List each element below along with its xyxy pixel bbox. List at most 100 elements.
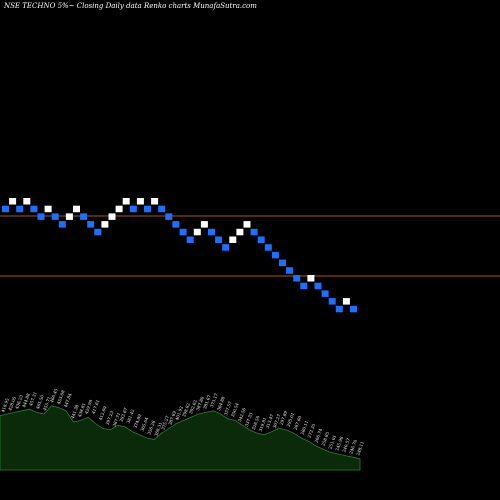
down-brick [179, 228, 187, 236]
brick-price-label: 295.01 [286, 412, 296, 428]
brick-price-label: 373.17 [209, 392, 219, 408]
down-brick [80, 213, 88, 220]
brick-price-label: 457.31 [28, 391, 38, 407]
brick-price-labels: 418.95428.05436.23444.88457.31465.50455.… [0, 388, 365, 457]
brick-price-label: 342.56 [237, 407, 247, 423]
down-brick [300, 282, 308, 290]
down-brick [250, 228, 258, 236]
brick-price-label: 337.33 [244, 412, 254, 428]
down-brick [186, 236, 194, 243]
up-brick [122, 198, 130, 205]
down-brick [37, 213, 45, 220]
down-brick [58, 221, 66, 228]
brick-price-label: 364.88 [216, 396, 226, 412]
down-brick [314, 282, 322, 290]
brick-price-label: 273.35 [307, 423, 317, 439]
brick-price-label: 393.67 [119, 407, 129, 423]
down-brick [279, 259, 286, 267]
brick-price-label: 368.31 [153, 421, 163, 437]
brick-price-label: 453.08 [56, 389, 66, 405]
up-brick [151, 198, 159, 205]
up-brick [115, 205, 123, 213]
down-brick [264, 244, 272, 251]
brick-price-label: 307.27 [272, 413, 282, 429]
up-brick [193, 228, 201, 236]
up-brick [73, 205, 80, 213]
up-brick [236, 228, 244, 236]
brick-price-label: 251.01 [327, 434, 337, 450]
brick-price-label: 387.71 [112, 412, 122, 428]
chart-title: NSE TECHNO 5%~ Closing Daily data Renko … [4, 2, 257, 10]
volume-area [0, 405, 361, 471]
brick-price-label: 441.38 [70, 404, 80, 420]
down-brick [350, 305, 357, 313]
brick-price-label: 381.67 [202, 394, 212, 410]
down-brick [165, 213, 173, 220]
brick-price-label: 436.23 [14, 394, 24, 410]
down-brick [172, 221, 180, 228]
brick-price-label: 412.69 [98, 405, 108, 421]
brick-price-label: 350.54 [230, 402, 240, 418]
brick-price-label: 455.71 [42, 396, 52, 412]
brick-price-label: 248.11 [355, 440, 365, 456]
brick-price-label: 418.95 [0, 397, 10, 413]
renko-bricks [2, 198, 357, 313]
up-brick [23, 198, 31, 205]
down-brick [16, 205, 24, 213]
up-brick [108, 213, 116, 220]
down-brick [144, 205, 151, 213]
brick-price-label: 287.60 [293, 415, 303, 431]
brick-price-label: 375.27 [160, 415, 170, 431]
brick-price-label: 387.69 [167, 410, 177, 426]
brick-price-label: 240.57 [341, 437, 351, 453]
down-brick [94, 228, 102, 236]
up-brick [243, 221, 251, 228]
brick-price-label: 387.80 [195, 396, 205, 412]
brick-price-label: 447.84 [63, 392, 73, 408]
brick-price-label: 319.81 [258, 416, 268, 432]
brick-price-label: 280.11 [300, 420, 310, 436]
brick-price-label: 428.05 [7, 396, 17, 412]
brick-price-label: 246.70 [348, 439, 358, 455]
brick-price-label: 398.82 [181, 402, 191, 418]
up-brick [101, 221, 109, 228]
down-brick [293, 275, 301, 282]
volume-area-path [0, 405, 361, 471]
down-brick [215, 236, 223, 243]
down-brick [208, 228, 215, 236]
down-brick [2, 205, 9, 213]
brick-price-label: 365.04 [139, 416, 149, 432]
brick-price-label: 313.47 [265, 413, 275, 429]
up-brick [200, 221, 208, 228]
up-brick [307, 275, 315, 282]
brick-price-label: 444.88 [21, 392, 31, 408]
brick-price-label: 392.62 [188, 399, 198, 415]
brick-price-label: 258.85 [320, 431, 330, 447]
brick-price-label: 465.50 [35, 394, 45, 410]
up-brick [44, 205, 52, 213]
down-brick [158, 205, 166, 213]
down-brick [30, 205, 38, 213]
brick-price-label: 374.89 [133, 413, 143, 429]
brick-price-label: 357.57 [223, 400, 233, 416]
up-brick [342, 298, 350, 305]
brick-price-label: 356.26 [146, 420, 156, 436]
down-brick [321, 290, 329, 297]
brick-price-label: 266.74 [313, 428, 323, 444]
brick-price-label: 438.81 [77, 402, 87, 418]
brick-price-label: 397.23 [105, 410, 115, 426]
brick-price-label: 460.45 [49, 388, 59, 404]
down-brick [51, 213, 59, 220]
up-brick [229, 236, 237, 243]
brick-price-label: 328.50 [251, 415, 261, 431]
brick-price-label: 429.99 [84, 399, 94, 415]
brick-price-label: 245.96 [334, 436, 344, 452]
up-brick [65, 213, 73, 220]
down-brick [129, 205, 137, 213]
brick-price-label: 381.42 [126, 408, 136, 424]
down-brick [335, 305, 343, 313]
brick-price-label: 417.61 [91, 399, 101, 415]
brick-price-label: 401.92 [174, 405, 184, 421]
down-brick [328, 298, 336, 305]
